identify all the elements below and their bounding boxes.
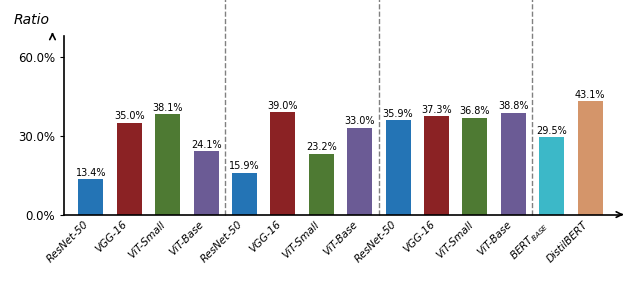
Text: 43.1%: 43.1% [575,90,605,100]
Bar [578,101,603,215]
Text: 15.9%: 15.9% [229,162,260,171]
Bar [193,151,218,215]
Bar [501,113,526,215]
Bar [540,137,564,215]
Text: 24.1%: 24.1% [191,140,221,150]
Bar [79,179,104,215]
Bar [424,117,449,215]
Bar [155,114,180,215]
Text: Ratio: Ratio [14,13,50,27]
Bar [232,173,257,215]
Text: 38.8%: 38.8% [498,101,529,111]
Bar [309,153,334,215]
Text: 37.3%: 37.3% [421,105,452,115]
Text: 23.2%: 23.2% [306,142,337,152]
Text: 38.1%: 38.1% [152,103,183,113]
Text: 35.9%: 35.9% [383,109,413,119]
Bar [463,118,488,215]
Text: 13.4%: 13.4% [76,168,106,178]
Text: 33.0%: 33.0% [344,117,375,126]
Text: 29.5%: 29.5% [536,126,567,136]
Bar [270,112,295,215]
Text: 36.8%: 36.8% [460,106,490,117]
Bar [385,120,411,215]
Bar [347,128,372,215]
Bar [116,122,142,215]
Text: 35.0%: 35.0% [114,111,145,121]
Text: 39.0%: 39.0% [268,101,298,111]
